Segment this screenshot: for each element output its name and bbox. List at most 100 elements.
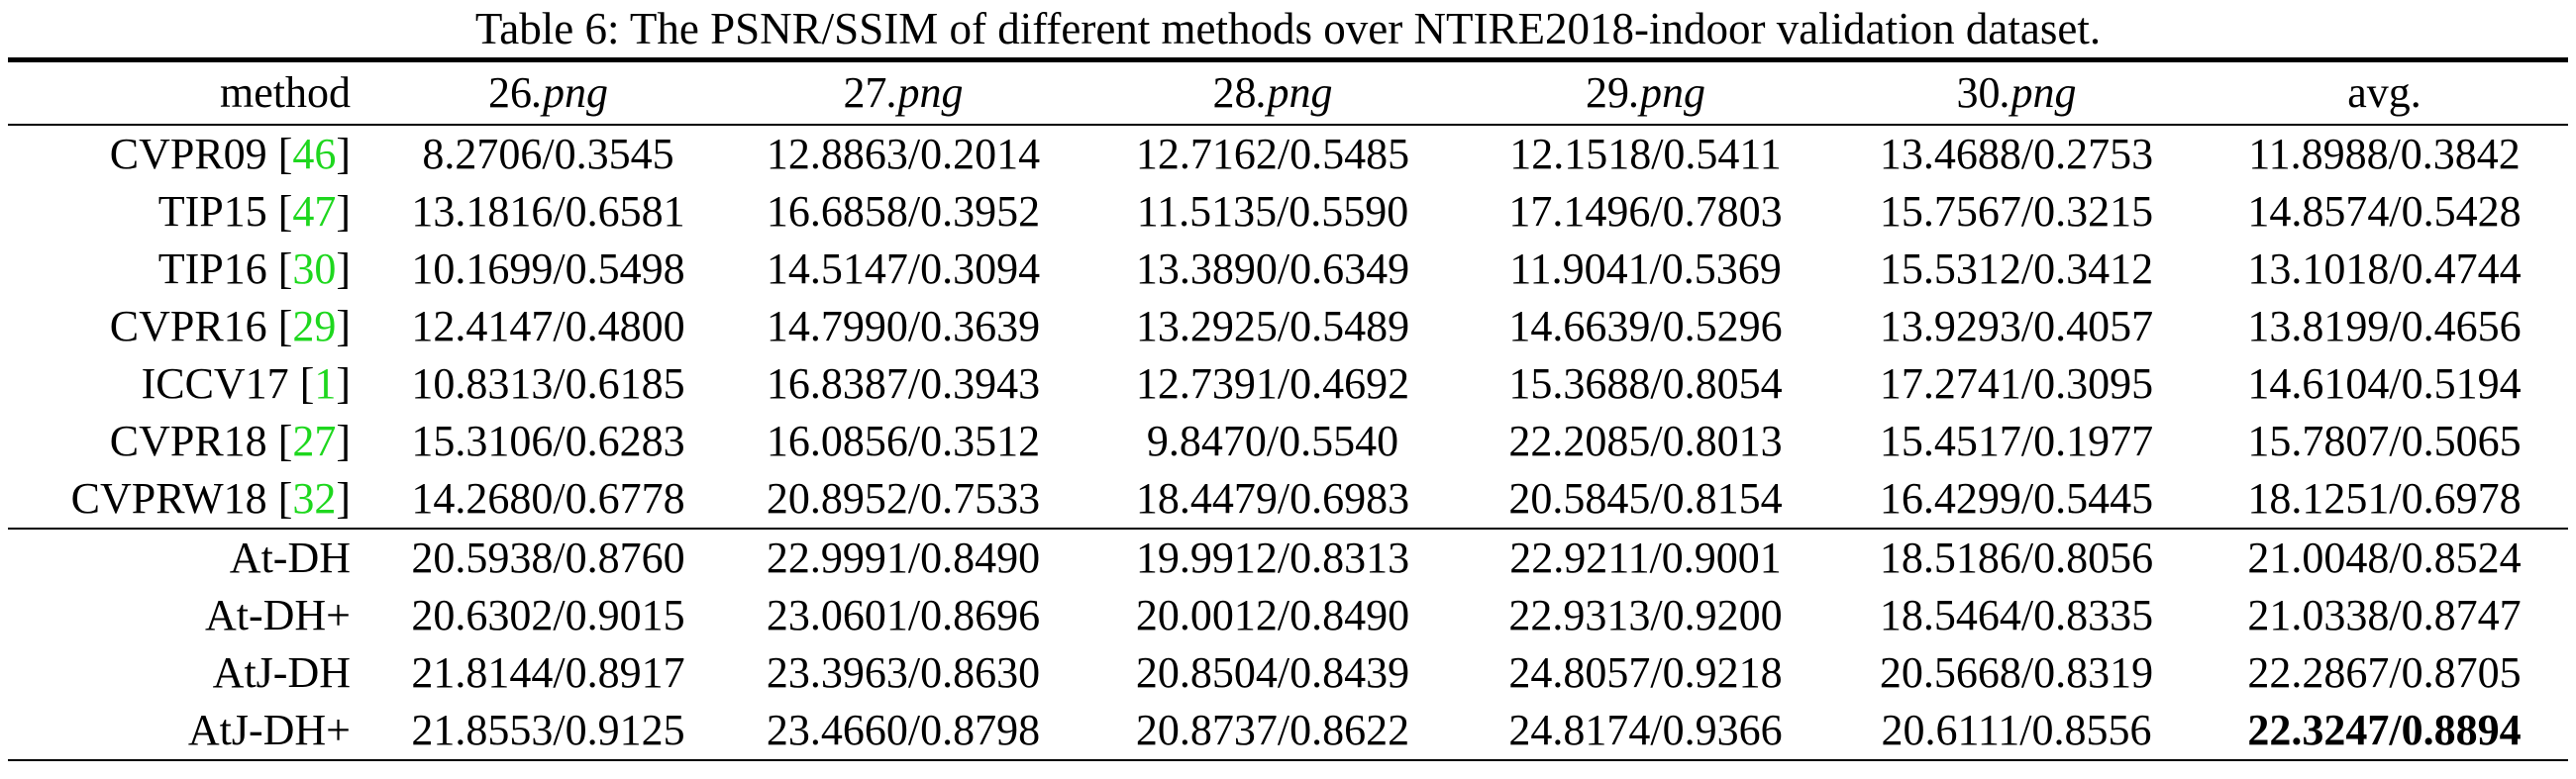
value-cell: 22.2085/0.8013 — [1508, 417, 1783, 465]
value-cell: 18.5464/0.8335 — [1879, 591, 2154, 639]
value-cell: 11.8988/0.3842 — [2248, 130, 2521, 178]
value-cell: 20.5938/0.8760 — [411, 534, 685, 582]
value-cell: 15.4517/0.1977 — [1879, 417, 2154, 465]
method-name: AtJ-DH+ — [187, 706, 351, 754]
value-cell: 20.0012/0.8490 — [1135, 591, 1410, 639]
header-cell: method — [8, 60, 376, 126]
value-cell: 17.2741/0.3095 — [1879, 359, 2154, 408]
method-cell: CVPR16 29 — [8, 298, 376, 355]
header-text: 27 — [843, 68, 887, 117]
citation: 30 — [278, 244, 351, 293]
method-cell: CVPR09 46 — [8, 125, 376, 183]
method-name: CVPR16 — [109, 302, 267, 350]
value-cell: 20.6111/0.8556 — [1881, 706, 2152, 754]
header-cell: 29.png — [1459, 60, 1832, 126]
table-row: CVPR16 29 12.4147/0.4800 14.7990/0.3639 13.… — [8, 298, 2568, 355]
method-cell: AtJ-DH — [8, 644, 376, 702]
value-cell: 10.8313/0.6185 — [411, 359, 685, 408]
header-text: 28 — [1212, 68, 1257, 117]
table-row: CVPR18 27 15.3106/0.6283 16.0856/0.3512 9.8… — [8, 413, 2568, 470]
value-cell: 12.1518/0.5411 — [1509, 130, 1782, 178]
citation: 47 — [278, 187, 351, 236]
value-cell: 24.8057/0.9218 — [1508, 648, 1783, 697]
header-ext: .png — [532, 68, 608, 117]
method-name: TIP15 — [157, 187, 267, 236]
value-cell: 18.1251/0.6978 — [2247, 474, 2522, 523]
method-name: CVPR18 — [109, 417, 267, 465]
citation: 1 — [300, 359, 351, 408]
header-text: avg. — [2347, 68, 2421, 117]
value-cell: 21.8144/0.8917 — [411, 648, 685, 697]
method-name: TIP16 — [157, 244, 267, 293]
header-ext: .png — [1256, 68, 1333, 117]
value-text: 22.3247/0.8894 — [2247, 706, 2522, 754]
header-text: 26 — [488, 68, 532, 117]
value-cell: 13.1018/0.4744 — [2247, 244, 2522, 293]
citation: 46 — [278, 130, 351, 178]
header-cell: avg. — [2201, 60, 2568, 126]
table-row: ICCV17 1 10.8313/0.6185 16.8387/0.3943 12.7… — [8, 355, 2568, 413]
value-cell: 14.6639/0.5296 — [1508, 302, 1783, 350]
value-cell: 15.7567/0.3215 — [1879, 187, 2154, 236]
value-cell: 17.1496/0.7803 — [1508, 187, 1783, 236]
table-row: At-DH 20.5938/0.8760 22.9991/0.8490 19.9912… — [8, 529, 2568, 587]
value-cell: 15.3688/0.8054 — [1508, 359, 1783, 408]
table-row: TIP15 47 13.1816/0.6581 16.6858/0.3952 11.5… — [8, 183, 2568, 241]
value-cell: 9.8470/0.5540 — [1146, 417, 1399, 465]
method-cell: TIP15 47 — [8, 183, 376, 241]
method-name: ICCV17 — [141, 359, 289, 408]
value-cell: 11.9041/0.5369 — [1509, 244, 1782, 293]
header-text: method — [220, 68, 351, 117]
value-cell: 14.6104/0.5194 — [2247, 359, 2522, 408]
header-text: 30 — [1956, 68, 2001, 117]
table-row: AtJ-DH+ 21.8553/0.9125 23.4660/0.8798 20.87… — [8, 702, 2568, 760]
value-cell: 22.9211/0.9001 — [1509, 534, 1782, 582]
value-cell: 12.7162/0.5485 — [1135, 130, 1410, 178]
method-cell: AtJ-DH+ — [8, 702, 376, 760]
value-cell: 20.8952/0.7533 — [766, 474, 1041, 523]
value-cell: 16.8387/0.3943 — [766, 359, 1041, 408]
header-text: 29 — [1586, 68, 1629, 117]
method-cell: At-DH — [8, 529, 376, 587]
value-cell: 12.7391/0.4692 — [1135, 359, 1410, 408]
method-name: At-DH — [229, 534, 351, 582]
value-cell: 16.6858/0.3952 — [766, 187, 1041, 236]
value-cell: 20.8737/0.8622 — [1135, 706, 1410, 754]
value-cell: 14.8574/0.5428 — [2247, 187, 2522, 236]
value-cell: 19.9912/0.8313 — [1135, 534, 1410, 582]
method-cell: TIP16 30 — [8, 241, 376, 298]
header-cell: 28.png — [1086, 60, 1459, 126]
method-name: CVPR09 — [109, 130, 267, 178]
value-cell: 20.6302/0.9015 — [411, 591, 685, 639]
method-cell: ICCV17 1 — [8, 355, 376, 413]
value-cell: 22.3247/0.8894 — [2201, 702, 2568, 760]
header-ext: .png — [886, 68, 964, 117]
value-cell: 13.4688/0.2753 — [1879, 130, 2154, 178]
value-cell: 21.0048/0.8524 — [2247, 534, 2522, 582]
value-cell: 20.5845/0.8154 — [1508, 474, 1783, 523]
method-name: CVPRW18 — [70, 474, 267, 523]
header-ext: .png — [1629, 68, 1705, 117]
value-cell: 22.2867/0.8705 — [2247, 648, 2522, 697]
value-cell: 15.5312/0.3412 — [1879, 244, 2154, 293]
value-cell: 21.0338/0.8747 — [2247, 591, 2522, 639]
value-cell: 18.5186/0.8056 — [1879, 534, 2154, 582]
header-cell: 27.png — [720, 60, 1086, 126]
table-row: AtJ-DH 21.8144/0.8917 23.3963/0.8630 20.850… — [8, 644, 2568, 702]
value-cell: 14.2680/0.6778 — [411, 474, 685, 523]
value-cell: 20.8504/0.8439 — [1135, 648, 1410, 697]
value-cell: 23.3963/0.8630 — [766, 648, 1041, 697]
value-cell: 22.9991/0.8490 — [766, 534, 1041, 582]
header-cell: 30.png — [1832, 60, 2201, 126]
header-cell: 26.png — [376, 60, 720, 126]
table-row: CVPRW18 32 14.2680/0.6778 20.8952/0.7533 18… — [8, 470, 2568, 529]
citation: 29 — [278, 302, 351, 350]
method-name: AtJ-DH — [212, 648, 351, 697]
value-cell: 13.9293/0.4057 — [1879, 302, 2154, 350]
citation: 27 — [278, 417, 351, 465]
method-cell: CVPR18 27 — [8, 413, 376, 470]
value-cell: 10.1699/0.5498 — [411, 244, 685, 293]
value-cell: 14.7990/0.3639 — [766, 302, 1041, 350]
value-cell: 16.4299/0.5445 — [1879, 474, 2154, 523]
